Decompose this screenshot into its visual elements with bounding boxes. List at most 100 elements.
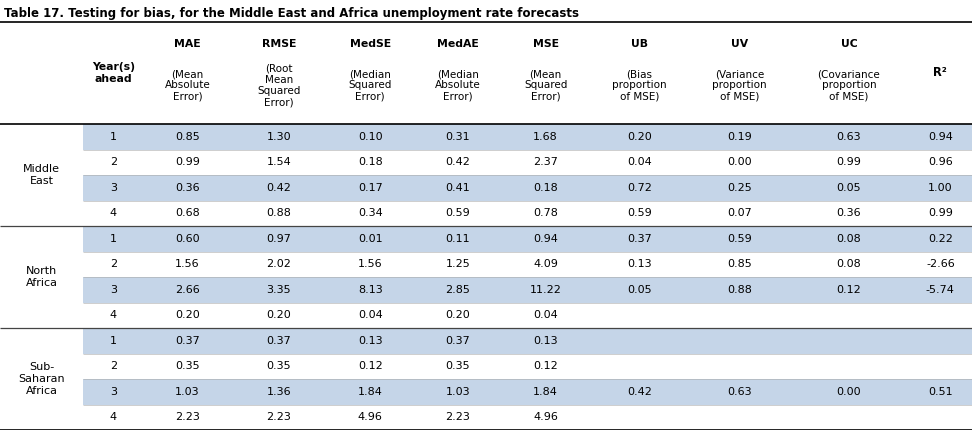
Bar (789, 150, 909, 175)
Text: 0.31: 0.31 (446, 132, 470, 142)
Bar (689, 405, 789, 430)
Text: 0.59: 0.59 (627, 208, 652, 218)
Bar (144, 124, 231, 150)
Text: 0.85: 0.85 (175, 132, 200, 142)
Bar (502, 405, 590, 430)
Bar (689, 252, 789, 277)
Text: 1: 1 (110, 336, 117, 346)
Bar (414, 277, 502, 302)
Text: 0.04: 0.04 (358, 310, 383, 320)
Bar (909, 379, 972, 405)
Bar (231, 405, 327, 430)
Text: 0.59: 0.59 (727, 234, 751, 244)
Text: 4: 4 (110, 310, 117, 320)
Bar (689, 379, 789, 405)
Bar (83, 226, 144, 252)
Bar (414, 379, 502, 405)
Text: 3: 3 (110, 285, 117, 295)
Bar (590, 302, 689, 328)
Text: 1.54: 1.54 (266, 157, 292, 167)
Bar (590, 124, 689, 150)
Text: 2.66: 2.66 (175, 285, 200, 295)
Text: 0.20: 0.20 (266, 310, 292, 320)
Bar (231, 226, 327, 252)
Bar (590, 405, 689, 430)
Text: 1.84: 1.84 (358, 387, 383, 397)
Bar (144, 302, 231, 328)
Bar (689, 175, 789, 200)
Bar (590, 226, 689, 252)
Bar (231, 252, 327, 277)
Text: 0.35: 0.35 (446, 361, 470, 371)
Text: 0.42: 0.42 (627, 387, 652, 397)
Text: 1.56: 1.56 (175, 259, 200, 269)
Bar (0, 277, 83, 302)
Text: 0.11: 0.11 (446, 234, 470, 244)
Text: 1.25: 1.25 (445, 259, 470, 269)
Text: 1: 1 (110, 234, 117, 244)
Text: (Variance
proportion
of MSE): (Variance proportion of MSE) (712, 69, 767, 101)
Bar (144, 200, 231, 226)
Text: (Root
Mean
Squared
Error): (Root Mean Squared Error) (258, 64, 300, 107)
Text: 0.37: 0.37 (627, 234, 652, 244)
Text: 1.68: 1.68 (534, 132, 558, 142)
Text: -5.74: -5.74 (926, 285, 955, 295)
Text: 0.10: 0.10 (358, 132, 383, 142)
Text: 0.37: 0.37 (266, 336, 292, 346)
Bar (0, 252, 83, 277)
Bar (83, 353, 144, 379)
Text: UB: UB (631, 40, 648, 49)
Bar (83, 200, 144, 226)
Bar (144, 277, 231, 302)
Bar (231, 302, 327, 328)
Bar (83, 277, 144, 302)
Text: 0.08: 0.08 (837, 259, 861, 269)
Bar (590, 200, 689, 226)
Text: 0.36: 0.36 (175, 183, 200, 193)
Bar (689, 226, 789, 252)
Bar (0, 175, 83, 200)
Bar (502, 302, 590, 328)
Text: Sub-
Saharan
Africa: Sub- Saharan Africa (18, 362, 65, 396)
Bar (689, 277, 789, 302)
Text: 0.37: 0.37 (175, 336, 200, 346)
Text: 0.18: 0.18 (534, 183, 558, 193)
Bar (909, 124, 972, 150)
Bar (327, 252, 414, 277)
Bar (0, 200, 83, 226)
Bar (144, 252, 231, 277)
Text: 0.20: 0.20 (445, 310, 470, 320)
Bar (909, 277, 972, 302)
Text: 0.63: 0.63 (727, 387, 751, 397)
Text: 8.13: 8.13 (358, 285, 383, 295)
Bar (0, 124, 83, 150)
Text: 1: 1 (110, 132, 117, 142)
Text: 0.05: 0.05 (837, 183, 861, 193)
Bar (327, 124, 414, 150)
Text: (Covariance
proportion
of MSE): (Covariance proportion of MSE) (817, 69, 881, 101)
Text: 2.23: 2.23 (445, 412, 470, 422)
Bar (909, 175, 972, 200)
Text: 0.04: 0.04 (534, 310, 558, 320)
Bar (231, 124, 327, 150)
Text: RMSE: RMSE (261, 40, 296, 49)
Bar (83, 328, 144, 353)
Bar (231, 277, 327, 302)
Text: 0.08: 0.08 (837, 234, 861, 244)
Text: 0.42: 0.42 (445, 157, 470, 167)
Text: 0.51: 0.51 (928, 387, 953, 397)
Bar (909, 200, 972, 226)
Bar (789, 175, 909, 200)
Text: 2.85: 2.85 (445, 285, 470, 295)
Text: 1.84: 1.84 (534, 387, 558, 397)
Text: 1.36: 1.36 (266, 387, 292, 397)
Text: 0.88: 0.88 (266, 208, 292, 218)
Bar (414, 405, 502, 430)
Bar (502, 252, 590, 277)
Text: 0.22: 0.22 (928, 234, 953, 244)
Text: MAE: MAE (174, 40, 201, 49)
Text: 0.99: 0.99 (928, 208, 953, 218)
Bar (231, 200, 327, 226)
Text: 0.96: 0.96 (928, 157, 953, 167)
Bar (502, 200, 590, 226)
